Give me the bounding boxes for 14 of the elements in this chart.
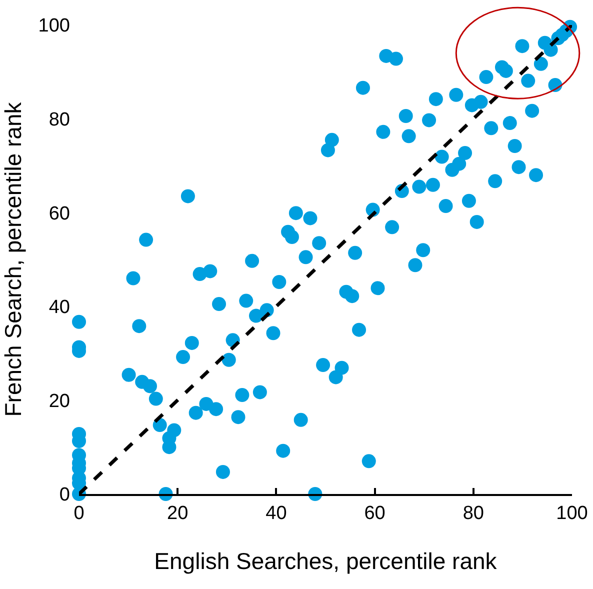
x-tick-label: 60 [364, 502, 386, 524]
y-tick-label: 40 [48, 297, 70, 318]
y-tick-label: 0 [59, 484, 70, 506]
x-tick-label: 100 [556, 502, 588, 524]
x-tick-label: 40 [266, 502, 287, 524]
y-tick-label: 100 [38, 16, 70, 37]
y-tick-label: 20 [48, 390, 70, 412]
x-axis-title: English Searches, percentile rank [154, 548, 498, 574]
x-tick-label: 0 [74, 502, 84, 524]
y-tick-label: 60 [48, 203, 70, 224]
x-tick-label: 80 [462, 502, 484, 524]
y-tick-label: 80 [48, 109, 70, 130]
y-axis-title: French Search, percentile rank [0, 102, 26, 417]
x-tick-label: 20 [167, 502, 188, 524]
